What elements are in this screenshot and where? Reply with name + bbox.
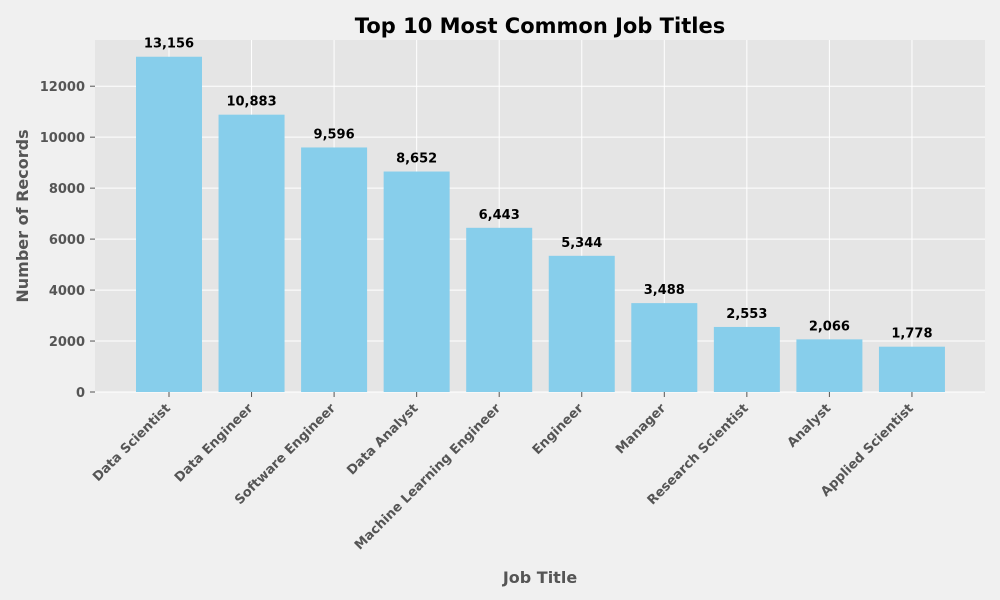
bar-value-label: 6,443 (479, 208, 520, 223)
bar (383, 171, 450, 392)
y-tick-label: 8000 (49, 182, 85, 197)
bar (713, 326, 780, 392)
y-axis-label: Number of Records (13, 129, 32, 302)
bar (548, 255, 615, 392)
bar-value-label: 13,156 (144, 37, 194, 52)
bar (218, 114, 285, 392)
data-labels: 13,156 10,883 9,596 8,652 6,443 5,344 3,488 2,5… (144, 37, 933, 342)
y-axis-ticks: 0 2000 4000 6000 8000 10000 12000 (40, 80, 95, 401)
bar-value-label: 1,778 (891, 327, 932, 342)
y-tick-label: 12000 (40, 80, 85, 95)
bar (466, 227, 533, 392)
bar-value-label: 5,344 (561, 236, 602, 251)
bar-value-label: 2,553 (726, 307, 767, 322)
bar-value-label: 2,066 (809, 319, 850, 334)
bar-value-label: 10,883 (226, 95, 276, 110)
y-tick-label: 6000 (49, 233, 85, 248)
y-tick-label: 4000 (49, 284, 85, 299)
bar-value-label: 3,488 (644, 283, 685, 298)
chart-title: Top 10 Most Common Job Titles (355, 14, 725, 38)
bar-value-label: 8,652 (396, 152, 437, 167)
bars (136, 56, 945, 392)
x-axis-label: Job Title (502, 568, 578, 587)
bar-value-label: 9,596 (314, 127, 355, 142)
bar (301, 147, 368, 392)
bar (136, 56, 202, 392)
bar (631, 303, 698, 392)
y-tick-label: 10000 (40, 131, 85, 146)
y-tick-label: 0 (76, 386, 85, 401)
bar (878, 346, 945, 392)
bar (796, 339, 863, 392)
y-tick-label: 2000 (49, 335, 85, 350)
